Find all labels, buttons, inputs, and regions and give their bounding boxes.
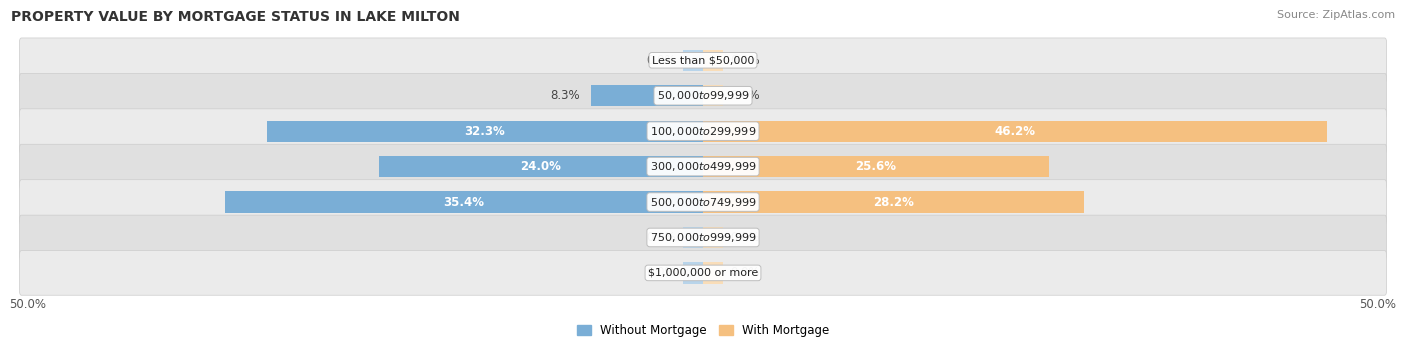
Bar <box>591 85 703 106</box>
Bar <box>683 227 703 248</box>
Text: 0.0%: 0.0% <box>730 231 759 244</box>
Text: 32.3%: 32.3% <box>464 125 505 138</box>
Text: Less than $50,000: Less than $50,000 <box>652 55 754 65</box>
Text: 0.0%: 0.0% <box>647 267 676 279</box>
Legend: Without Mortgage, With Mortgage: Without Mortgage, With Mortgage <box>572 319 834 340</box>
Text: 46.2%: 46.2% <box>994 125 1035 138</box>
Text: $50,000 to $99,999: $50,000 to $99,999 <box>657 89 749 102</box>
Bar <box>703 50 723 71</box>
Text: $300,000 to $499,999: $300,000 to $499,999 <box>650 160 756 173</box>
FancyBboxPatch shape <box>20 38 1386 83</box>
Bar <box>703 262 723 284</box>
Text: PROPERTY VALUE BY MORTGAGE STATUS IN LAKE MILTON: PROPERTY VALUE BY MORTGAGE STATUS IN LAK… <box>11 10 460 24</box>
Bar <box>683 262 703 284</box>
Text: 28.2%: 28.2% <box>873 195 914 208</box>
FancyBboxPatch shape <box>20 180 1386 224</box>
Text: 8.3%: 8.3% <box>551 89 581 102</box>
Bar <box>225 191 703 212</box>
FancyBboxPatch shape <box>20 215 1386 260</box>
Bar <box>683 50 703 71</box>
Text: Source: ZipAtlas.com: Source: ZipAtlas.com <box>1277 10 1395 20</box>
Bar <box>703 227 723 248</box>
Text: 35.4%: 35.4% <box>443 195 485 208</box>
FancyBboxPatch shape <box>20 109 1386 153</box>
Text: $100,000 to $299,999: $100,000 to $299,999 <box>650 125 756 138</box>
Text: 0.0%: 0.0% <box>730 89 759 102</box>
Text: 24.0%: 24.0% <box>520 160 561 173</box>
FancyBboxPatch shape <box>20 73 1386 118</box>
Bar <box>267 121 703 142</box>
Bar <box>703 156 1049 177</box>
Text: 0.0%: 0.0% <box>647 231 676 244</box>
Text: $750,000 to $999,999: $750,000 to $999,999 <box>650 231 756 244</box>
Text: 25.6%: 25.6% <box>855 160 896 173</box>
Text: $500,000 to $749,999: $500,000 to $749,999 <box>650 195 756 208</box>
Bar <box>703 191 1084 212</box>
Bar <box>703 85 723 106</box>
Bar <box>703 121 1327 142</box>
Bar <box>380 156 703 177</box>
FancyBboxPatch shape <box>20 251 1386 295</box>
Text: 0.0%: 0.0% <box>730 54 759 67</box>
Text: 0.0%: 0.0% <box>647 54 676 67</box>
Text: $1,000,000 or more: $1,000,000 or more <box>648 268 758 278</box>
Text: 0.0%: 0.0% <box>730 267 759 279</box>
FancyBboxPatch shape <box>20 144 1386 189</box>
